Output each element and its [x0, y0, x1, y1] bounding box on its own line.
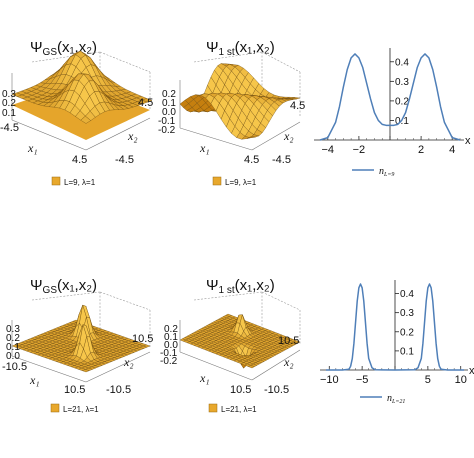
z-tick: -0.1 — [158, 116, 176, 127]
bounding-box-front — [11, 73, 151, 151]
density-series-line — [326, 283, 464, 371]
z-tick: 0.2 — [2, 98, 16, 109]
x2-tick-bottom: -4.5 — [115, 154, 134, 166]
panel-title: Ψ1 st(x₁,x₂) — [206, 277, 275, 296]
z-tick: 0.1 — [6, 342, 20, 353]
y-tick-label: 0.1 — [400, 346, 414, 357]
y-tick-label: 0.1 — [395, 116, 409, 127]
bounding-box — [193, 291, 301, 344]
z-tick: 0.1 — [162, 98, 176, 109]
z-tick: 0.0 — [162, 107, 176, 118]
x2-axis-label: x₂ — [283, 129, 294, 143]
bounding-box-front — [179, 80, 301, 151]
panel-top-left: ΨGS(x₁,x₂) 0.3 0.2 0.1 -4.5 4.5 4.5 -4.5… — [0, 39, 153, 187]
x1-tick-right: 10.5 — [64, 384, 85, 396]
y-tick-label: 0.2 — [395, 96, 409, 107]
legend-label: nL=21 — [387, 393, 405, 405]
z-tick: 0.1 — [2, 108, 16, 119]
wavefunction-surface — [179, 313, 301, 369]
x-tick-label: 4 — [449, 144, 455, 156]
x2-tick-top: 10.5 — [278, 335, 299, 347]
density-chart-bottom: −10 −5 5 10 0.1 0.2 0.3 0.4 x — [320, 280, 474, 386]
x-tick-label: 2 — [418, 144, 424, 156]
panel-title: ΨGS(x₁,x₂) — [30, 39, 97, 58]
density-series-line — [319, 53, 461, 141]
x1-axis-label: x₁ — [27, 141, 38, 155]
panel-bottom-mid: Ψ1 st(x₁,x₂) 0.2 0.1 0.0 -0.1 -0.2 10.5 … — [160, 277, 301, 414]
z-tick: 0.2 — [164, 324, 178, 335]
y-tick-label: 0.3 — [395, 77, 409, 88]
legend-label: L=21, λ=1 — [63, 405, 99, 414]
bounding-box — [31, 291, 151, 348]
surface-patch — [81, 369, 90, 373]
panel-title: ΨGS(x₁,x₂) — [30, 277, 97, 296]
x-tick-label: 5 — [425, 374, 431, 386]
x-tick-label: 10 — [455, 374, 467, 386]
x1-tick-left: -10.5 — [2, 361, 27, 373]
x-tick-label: −2 — [353, 144, 366, 156]
x1-axis-label: x₁ — [199, 371, 210, 385]
x-tick-label: −5 — [356, 374, 369, 386]
legend-swatch — [51, 176, 61, 186]
x-tick-label: −4 — [322, 144, 335, 156]
legend-swatch — [208, 403, 218, 413]
x2-tick-bottom: -10.5 — [264, 384, 289, 396]
z-tick: -0.1 — [160, 348, 178, 359]
x2-axis-label: x₂ — [283, 355, 294, 369]
legend-label: L=9, λ=1 — [64, 178, 96, 187]
x2-tick-top: 4.5 — [138, 97, 153, 109]
z-tick: 0.2 — [162, 89, 176, 100]
density-legend-top: nL=9 — [352, 166, 394, 178]
x1-axis-label: x₁ — [29, 373, 40, 387]
surface-patch — [246, 135, 256, 139]
z-tick: 0.3 — [6, 324, 20, 335]
wavefunction-surface — [11, 50, 153, 124]
x2-axis-label: x₂ — [127, 129, 138, 143]
y-tick-label: 0.2 — [400, 327, 414, 338]
z-tick: 0.0 — [164, 340, 178, 351]
x-axis-symbol: x — [469, 365, 474, 377]
x1-tick-left: -4.5 — [0, 122, 19, 134]
x1-tick-right: 10.5 — [230, 384, 251, 396]
panel-title: Ψ1 st(x₁,x₂) — [206, 39, 275, 58]
bounding-box-front — [179, 320, 301, 381]
x2-tick-top: 10.5 — [132, 333, 153, 345]
z-tick: 0.2 — [6, 333, 20, 344]
x1-tick-right: 4.5 — [244, 154, 259, 166]
wavefunction-surface — [11, 304, 151, 373]
z-tick: 0.0 — [6, 351, 20, 362]
panel-bottom-left: ΨGS(x₁,x₂) 0.3 0.2 0.1 0.0 -10.5 10.5 10… — [2, 277, 153, 414]
bounding-box-front — [11, 320, 151, 383]
x-axis-symbol: x — [465, 135, 471, 147]
panel-top-mid: Ψ1 st(x₁,x₂) 0.2 0.1 0.0 -0.1 -0.2 4.5 4… — [158, 39, 305, 187]
wavefunction-surface — [179, 63, 301, 140]
x2-tick-bottom: -10.5 — [106, 384, 131, 396]
y-tick-label: 0.3 — [400, 308, 414, 319]
legend-swatch — [212, 176, 222, 186]
x2-tick-bottom: -4.5 — [272, 154, 291, 166]
legend-label: L=21, λ=1 — [221, 405, 257, 414]
x-tick-label: −10 — [320, 374, 339, 386]
legend-label: nL=9 — [379, 166, 394, 178]
z-tick: -0.2 — [158, 125, 176, 136]
x2-tick-top: 4.5 — [290, 100, 305, 112]
x2-axis-label: x₂ — [123, 355, 134, 369]
z-tick: 0.1 — [164, 332, 178, 343]
z-tick: 0.3 — [2, 89, 16, 100]
surface-patch — [80, 115, 91, 124]
surface-patch — [247, 365, 255, 369]
legend-label: L=9, λ=1 — [225, 178, 257, 187]
density-legend-bottom: nL=21 — [360, 393, 405, 405]
legend-swatch — [50, 403, 60, 413]
x1-tick-right: 4.5 — [72, 154, 87, 166]
density-chart-top: −4 −2 2 4 0.1 0.2 0.3 0.4 x — [314, 48, 471, 156]
y-tick-label: 0.4 — [400, 289, 414, 300]
x1-axis-label: x₁ — [199, 141, 210, 155]
y-tick-label: 0.4 — [395, 57, 409, 68]
z-tick: -0.2 — [160, 356, 178, 367]
